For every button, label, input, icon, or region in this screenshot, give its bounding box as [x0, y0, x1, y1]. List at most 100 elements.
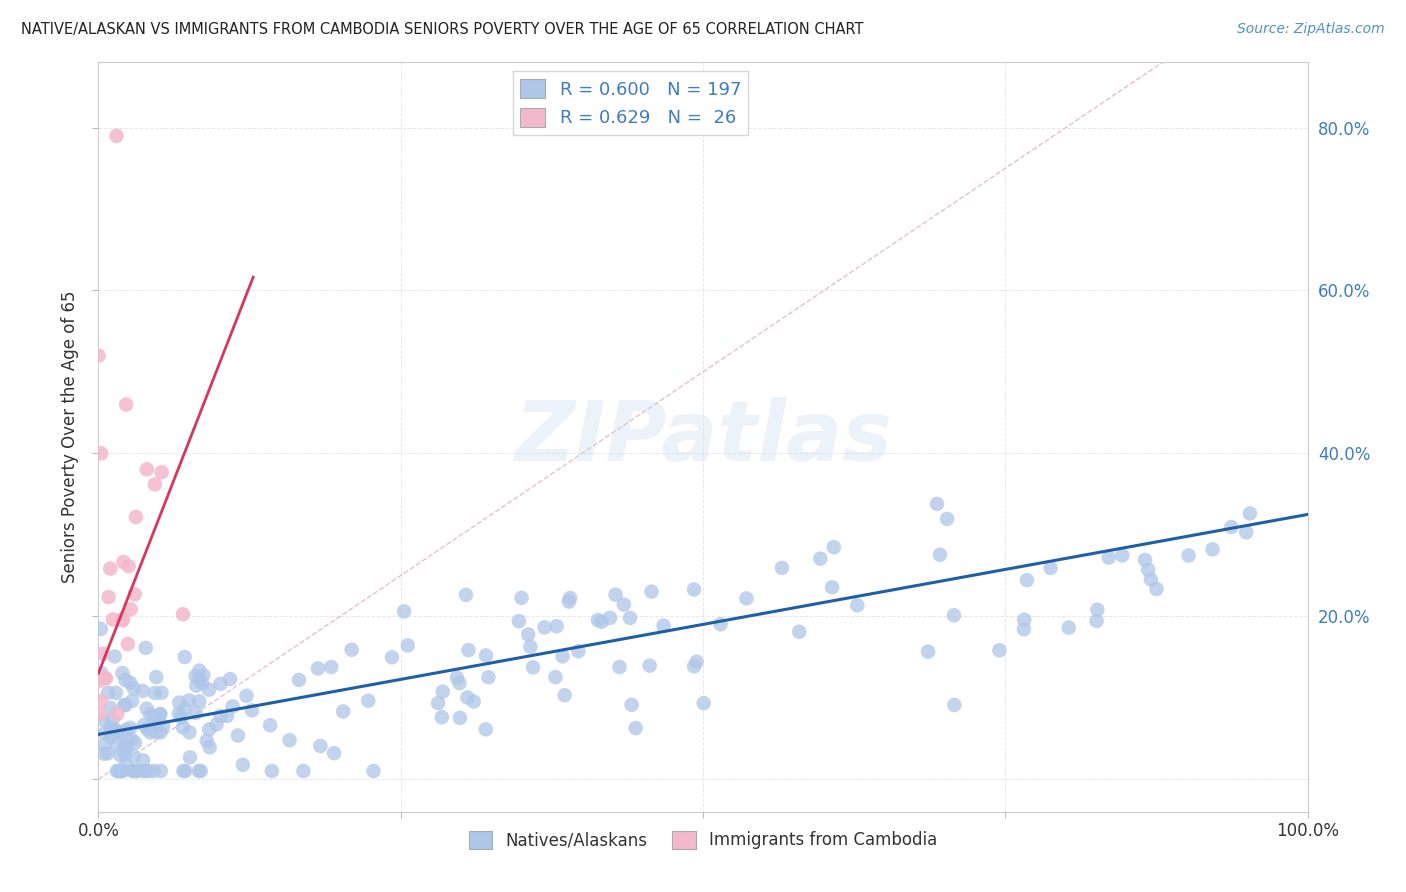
- Point: [104, 649, 127, 664]
- Point: [510, 591, 533, 605]
- Point: [519, 640, 541, 654]
- Point: [1012, 622, 1035, 636]
- Point: [125, 764, 148, 778]
- Point: [381, 650, 404, 665]
- Point: [558, 594, 581, 608]
- Point: [120, 602, 142, 616]
- Point: [93, 726, 115, 740]
- Point: [114, 673, 136, 687]
- Point: [132, 718, 155, 732]
- Point: [943, 698, 966, 712]
- Point: [288, 673, 311, 687]
- Point: [454, 588, 477, 602]
- Point: [142, 764, 165, 778]
- Point: [105, 739, 128, 753]
- Point: [150, 465, 173, 479]
- Point: [90, 694, 112, 708]
- Point: [124, 587, 146, 601]
- Point: [105, 706, 128, 721]
- Point: [97, 686, 120, 700]
- Point: [449, 676, 471, 690]
- Point: [508, 614, 530, 628]
- Point: [609, 660, 631, 674]
- Point: [124, 736, 146, 750]
- Point: [145, 718, 167, 732]
- Point: [193, 668, 215, 682]
- Point: [120, 675, 142, 690]
- Point: [174, 764, 197, 778]
- Point: [474, 723, 496, 737]
- Point: [427, 696, 450, 710]
- Point: [309, 739, 332, 753]
- Point: [735, 591, 758, 606]
- Point: [143, 709, 166, 723]
- Point: [929, 548, 952, 562]
- Point: [988, 643, 1011, 657]
- Point: [114, 698, 136, 712]
- Point: [1220, 520, 1243, 534]
- Point: [235, 689, 257, 703]
- Point: [599, 611, 621, 625]
- Point: [685, 655, 707, 669]
- Point: [187, 764, 209, 778]
- Point: [1057, 621, 1080, 635]
- Point: [619, 611, 641, 625]
- Point: [122, 681, 145, 696]
- Point: [101, 728, 124, 742]
- Point: [150, 686, 173, 700]
- Point: [332, 705, 354, 719]
- Point: [209, 677, 232, 691]
- Point: [112, 555, 135, 569]
- Point: [111, 612, 134, 626]
- Point: [107, 764, 129, 778]
- Text: Source: ZipAtlas.com: Source: ZipAtlas.com: [1237, 22, 1385, 37]
- Text: ZIPatlas: ZIPatlas: [515, 397, 891, 477]
- Point: [1085, 603, 1108, 617]
- Point: [145, 670, 167, 684]
- Point: [136, 764, 159, 778]
- Point: [127, 764, 149, 778]
- Point: [135, 640, 157, 655]
- Point: [709, 617, 731, 632]
- Point: [209, 709, 232, 723]
- Point: [91, 647, 114, 661]
- Point: [449, 711, 471, 725]
- Point: [149, 725, 172, 739]
- Point: [558, 591, 581, 605]
- Point: [87, 674, 110, 689]
- Point: [118, 559, 141, 574]
- Point: [114, 747, 136, 761]
- Point: [215, 709, 238, 723]
- Text: NATIVE/ALASKAN VS IMMIGRANTS FROM CAMBODIA SENIORS POVERTY OVER THE AGE OF 65 CO: NATIVE/ALASKAN VS IMMIGRANTS FROM CAMBOD…: [21, 22, 863, 37]
- Point: [1111, 549, 1133, 563]
- Point: [97, 746, 120, 760]
- Point: [396, 639, 419, 653]
- Point: [136, 722, 159, 736]
- Point: [546, 619, 568, 633]
- Point: [143, 686, 166, 700]
- Point: [640, 584, 662, 599]
- Point: [187, 673, 209, 687]
- Point: [221, 699, 243, 714]
- Point: [544, 670, 567, 684]
- Point: [100, 561, 122, 575]
- Point: [149, 706, 172, 721]
- Point: [145, 725, 167, 739]
- Point: [125, 510, 148, 524]
- Point: [392, 605, 415, 619]
- Point: [93, 747, 115, 761]
- Point: [186, 679, 208, 693]
- Point: [188, 694, 211, 708]
- Point: [652, 618, 675, 632]
- Point: [87, 349, 110, 363]
- Point: [195, 734, 218, 748]
- Point: [122, 764, 145, 778]
- Point: [135, 462, 157, 476]
- Point: [100, 720, 122, 734]
- Point: [172, 607, 194, 622]
- Point: [115, 732, 138, 747]
- Point: [134, 764, 156, 778]
- Point: [105, 128, 128, 143]
- Point: [942, 608, 965, 623]
- Point: [149, 764, 172, 778]
